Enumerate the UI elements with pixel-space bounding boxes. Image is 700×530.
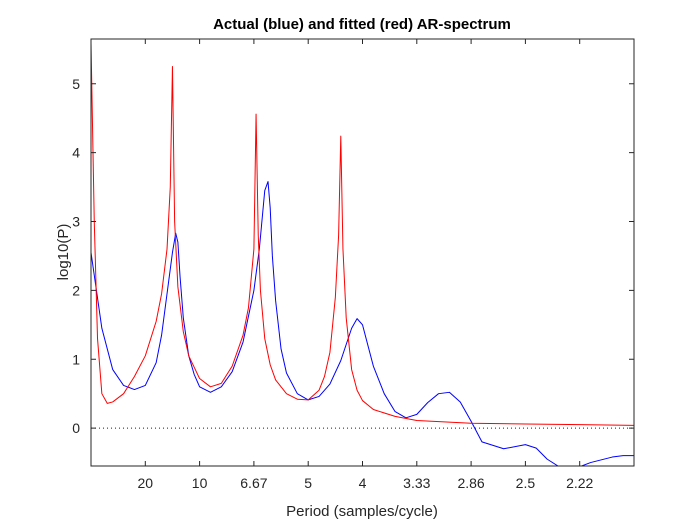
series-layer [91,42,634,466]
y-tick-label: 1 [72,351,80,367]
chart-title: Actual (blue) and fitted (red) AR-spectr… [213,16,511,33]
y-tick-label: 0 [72,420,80,436]
x-tick-label: 3.33 [403,475,430,491]
x-tick-label: 2.22 [566,475,593,491]
x-tick-label: 2.5 [516,475,536,491]
plot-area [91,39,634,466]
x-tick-label: 2.86 [457,475,484,491]
y-tick-label: 3 [72,214,80,230]
ticks-layer: 20 10 6.67 5 4 3.33 2.86 2.5 2.22 0 1 2 3 4 5 [72,39,634,491]
series-line-actual [91,181,634,466]
axes-box [90,38,635,467]
x-tick-label: 5 [304,475,312,491]
x-tick-label: 4 [359,475,367,491]
y-tick-label: 2 [72,282,80,298]
x-axis-title: Period (samples/cycle) [286,503,438,520]
y-tick-label: 5 [72,76,80,92]
y-axis-title: log10(P) [55,224,72,281]
x-tick-label: 6.67 [240,475,267,491]
x-tick-label: 20 [138,475,154,491]
series-line-fitted [91,42,634,426]
y-tick-label: 4 [72,145,80,161]
x-tick-label: 10 [192,475,208,491]
